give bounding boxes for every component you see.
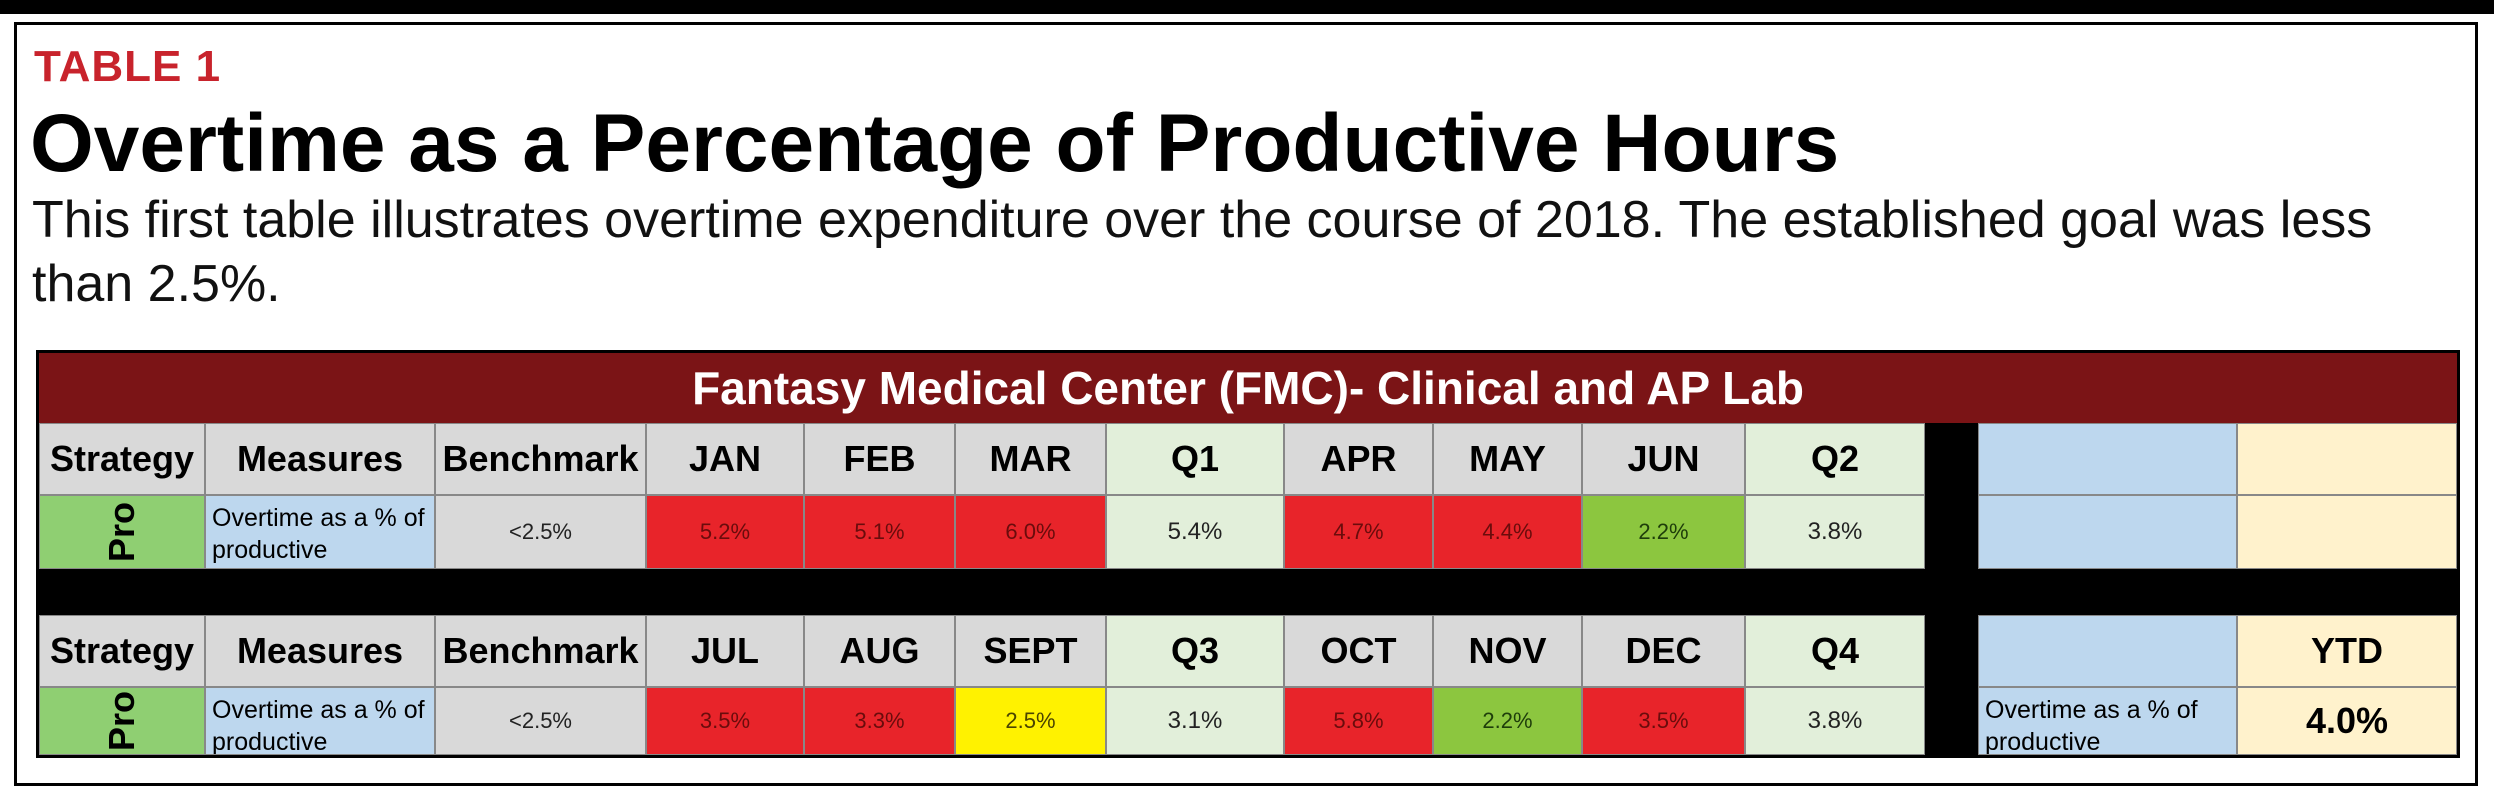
column-header: FEB xyxy=(804,423,955,495)
column-header: Strategy xyxy=(39,423,205,495)
value-cell: 3.8% xyxy=(1745,687,1925,755)
column-header: APR xyxy=(1284,423,1433,495)
strategy-label: Pro xyxy=(100,501,142,563)
value-cell: 2.2% xyxy=(1582,495,1745,569)
column-header: Q1 xyxy=(1106,423,1284,495)
column-header: Q3 xyxy=(1106,615,1284,687)
blank-cell xyxy=(2237,423,2457,495)
value-cell: 5.1% xyxy=(804,495,955,569)
value-cell: 3.8% xyxy=(1745,495,1925,569)
value-cell: 4.7% xyxy=(1284,495,1433,569)
table-label: TABLE 1 xyxy=(34,42,222,91)
blank-cell xyxy=(1978,495,2237,569)
measure-cell: Overtime as a % of productive xyxy=(205,687,435,755)
ytd-value: 4.0% xyxy=(2237,687,2457,755)
column-header: Strategy xyxy=(39,615,205,687)
column-header: Measures xyxy=(205,423,435,495)
value-cell: 3.5% xyxy=(646,687,804,755)
column-header: Measures xyxy=(205,615,435,687)
value-cell: 5.2% xyxy=(646,495,804,569)
strategy-label: Pro xyxy=(100,690,142,752)
column-header: AUG xyxy=(804,615,955,687)
column-header: MAR xyxy=(955,423,1106,495)
column-header: JAN xyxy=(646,423,804,495)
column-header: NOV xyxy=(1433,615,1582,687)
strategy-cell: Pro xyxy=(39,687,205,755)
column-header: MAY xyxy=(1433,423,1582,495)
column-header: Benchmark xyxy=(435,615,646,687)
column-header: SEPT xyxy=(955,615,1106,687)
column-header: JUN xyxy=(1582,423,1745,495)
page-title: Overtime as a Percentage of Productive H… xyxy=(30,98,1840,189)
measure-cell: Overtime as a % of productive xyxy=(205,495,435,569)
page-subtitle: This first table illustrates overtime ex… xyxy=(32,191,2373,313)
value-cell: 3.3% xyxy=(804,687,955,755)
value-cell: 4.4% xyxy=(1433,495,1582,569)
value-cell: 2.5% xyxy=(955,687,1106,755)
value-cell: 6.0% xyxy=(955,495,1106,569)
ytd-header: YTD xyxy=(2237,615,2457,687)
value-cell: 2.2% xyxy=(1433,687,1582,755)
benchmark-cell: <2.5% xyxy=(435,495,646,569)
value-cell: 3.1% xyxy=(1106,687,1284,755)
data-table: Fantasy Medical Center (FMC)- Clinical a… xyxy=(36,350,2460,758)
strategy-cell: Pro xyxy=(39,495,205,569)
column-header: Q2 xyxy=(1745,423,1925,495)
blank-cell xyxy=(2237,495,2457,569)
column-header: JUL xyxy=(646,615,804,687)
benchmark-cell: <2.5% xyxy=(435,687,646,755)
column-header: Q4 xyxy=(1745,615,1925,687)
table-heading: Fantasy Medical Center (FMC)- Clinical a… xyxy=(39,353,2457,423)
figure-frame xyxy=(14,22,2478,786)
column-header: OCT xyxy=(1284,615,1433,687)
blank-cell xyxy=(1978,423,2237,495)
top-rule xyxy=(0,0,2494,14)
value-cell: 5.4% xyxy=(1106,495,1284,569)
ytd-measure-cell: Overtime as a % of productive xyxy=(1978,687,2237,755)
blank-cell xyxy=(1978,615,2237,687)
value-cell: 3.5% xyxy=(1582,687,1745,755)
column-header: Benchmark xyxy=(435,423,646,495)
column-header: DEC xyxy=(1582,615,1745,687)
value-cell: 5.8% xyxy=(1284,687,1433,755)
